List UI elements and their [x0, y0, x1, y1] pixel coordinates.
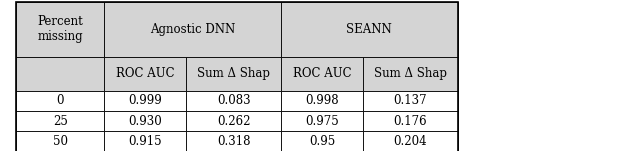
Bar	[281, 57, 363, 91]
Text: 0.176: 0.176	[394, 115, 427, 128]
Text: 0.137: 0.137	[394, 94, 427, 107]
Bar	[104, 57, 186, 91]
Text: Agnostic DNN: Agnostic DNN	[150, 23, 236, 36]
Text: 0.204: 0.204	[394, 135, 427, 148]
Text: SEANN: SEANN	[346, 23, 392, 36]
Bar	[16, 2, 458, 151]
Bar	[16, 131, 104, 151]
Bar	[281, 111, 363, 131]
Bar	[16, 2, 104, 57]
Bar	[281, 131, 363, 151]
Bar	[363, 57, 458, 91]
Text: ROC AUC: ROC AUC	[116, 67, 175, 80]
Bar	[281, 91, 363, 111]
Bar	[104, 111, 186, 131]
Bar	[186, 91, 281, 111]
Text: 0.318: 0.318	[217, 135, 250, 148]
Bar	[16, 111, 104, 131]
Bar	[186, 131, 281, 151]
Text: 0.975: 0.975	[305, 115, 339, 128]
Text: Sum Δ Shap: Sum Δ Shap	[197, 67, 270, 80]
Bar	[281, 2, 458, 57]
Text: 0.083: 0.083	[217, 94, 250, 107]
Text: ROC AUC: ROC AUC	[292, 67, 351, 80]
Bar	[363, 91, 458, 111]
Text: 0: 0	[56, 94, 64, 107]
Bar	[363, 111, 458, 131]
Bar	[186, 57, 281, 91]
Bar	[104, 91, 186, 111]
Text: 0.998: 0.998	[305, 94, 339, 107]
Bar	[104, 131, 186, 151]
Text: 25: 25	[52, 115, 68, 128]
Text: Percent
missing: Percent missing	[37, 15, 83, 43]
Text: 0.915: 0.915	[129, 135, 162, 148]
Text: 0.930: 0.930	[129, 115, 162, 128]
Text: 50: 50	[52, 135, 68, 148]
Text: 0.95: 0.95	[308, 135, 335, 148]
Text: 0.262: 0.262	[217, 115, 250, 128]
Bar	[186, 111, 281, 131]
Bar	[104, 2, 281, 57]
Text: Sum Δ Shap: Sum Δ Shap	[374, 67, 447, 80]
Text: 0.999: 0.999	[129, 94, 162, 107]
Bar	[363, 131, 458, 151]
Bar	[16, 91, 104, 111]
Bar	[16, 57, 104, 91]
